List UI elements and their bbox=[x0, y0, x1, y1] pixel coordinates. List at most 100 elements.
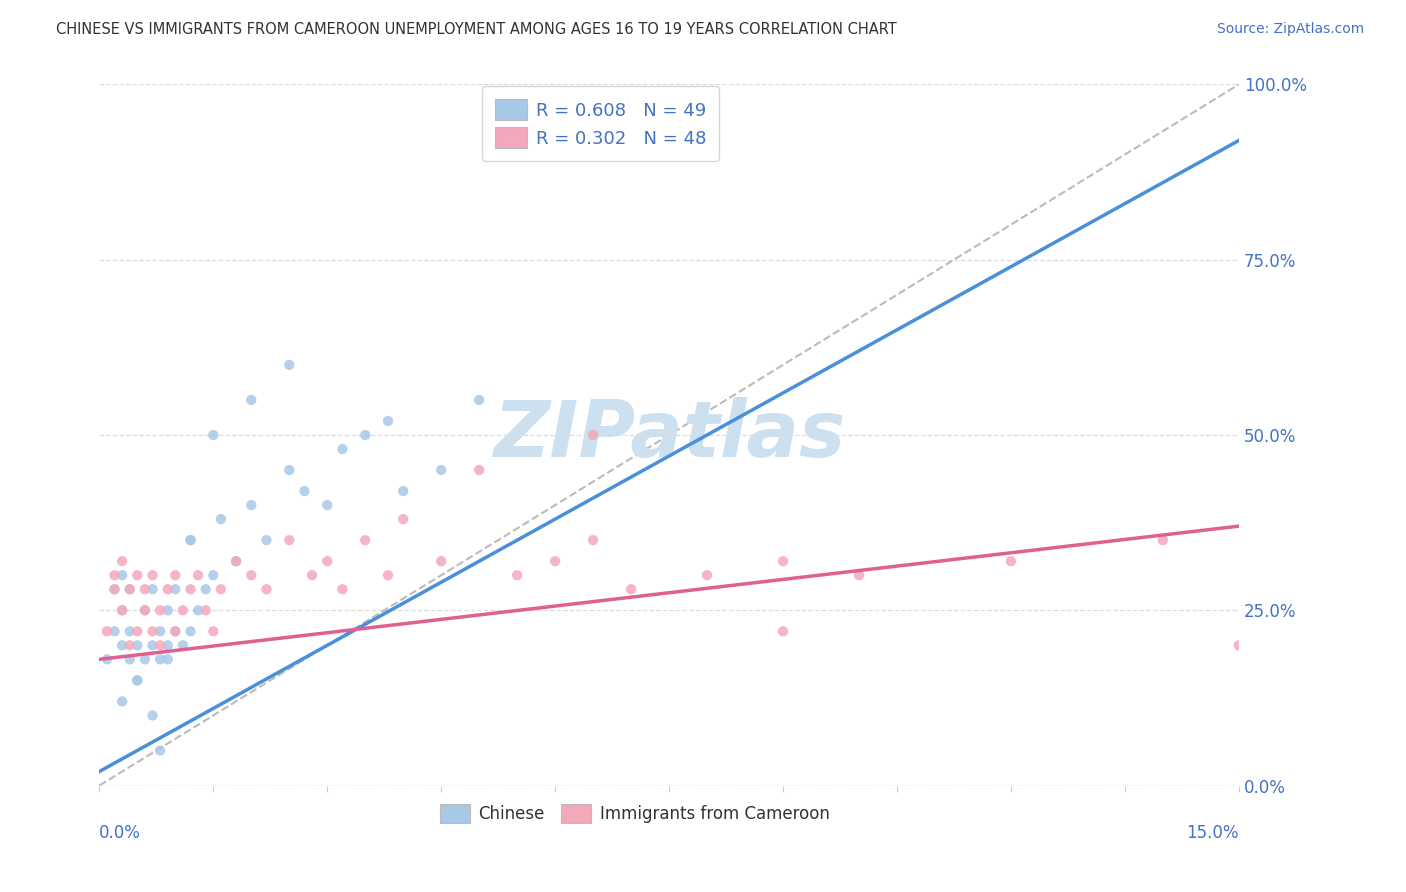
Point bbox=[202, 428, 225, 442]
Point bbox=[301, 568, 323, 582]
Point bbox=[149, 624, 172, 639]
Point bbox=[127, 638, 149, 652]
Point bbox=[187, 568, 209, 582]
Point bbox=[225, 554, 247, 568]
Legend: Chinese, Immigrants from Cameroon: Chinese, Immigrants from Cameroon bbox=[433, 797, 837, 830]
Point bbox=[278, 358, 301, 372]
Point bbox=[165, 582, 187, 597]
Point bbox=[103, 582, 125, 597]
Point bbox=[111, 694, 134, 708]
Point bbox=[240, 568, 263, 582]
Point bbox=[149, 652, 172, 666]
Point bbox=[141, 582, 163, 597]
Point bbox=[165, 624, 187, 639]
Point bbox=[134, 652, 156, 666]
Point bbox=[332, 442, 354, 456]
Point bbox=[278, 463, 301, 477]
Point bbox=[149, 743, 172, 757]
Point bbox=[103, 568, 125, 582]
Point bbox=[506, 568, 529, 582]
Point bbox=[256, 582, 278, 597]
Point bbox=[316, 554, 339, 568]
Point bbox=[111, 638, 134, 652]
Point bbox=[141, 708, 163, 723]
Point bbox=[620, 582, 643, 597]
Point bbox=[180, 533, 202, 548]
Point bbox=[118, 638, 141, 652]
Point bbox=[180, 533, 202, 548]
Point bbox=[354, 533, 377, 548]
Point bbox=[165, 568, 187, 582]
Point bbox=[544, 554, 567, 568]
Point bbox=[332, 582, 354, 597]
Point bbox=[141, 568, 163, 582]
Point bbox=[180, 582, 202, 597]
Point bbox=[377, 568, 399, 582]
Point bbox=[149, 603, 172, 617]
Point bbox=[96, 652, 118, 666]
Point bbox=[430, 554, 453, 568]
Point bbox=[180, 624, 202, 639]
Point bbox=[278, 533, 301, 548]
Text: ZIPatlas: ZIPatlas bbox=[494, 397, 845, 473]
Point bbox=[156, 603, 179, 617]
Point bbox=[430, 463, 453, 477]
Point bbox=[209, 582, 232, 597]
Point bbox=[127, 673, 149, 688]
Point bbox=[127, 624, 149, 639]
Text: Source: ZipAtlas.com: Source: ZipAtlas.com bbox=[1216, 22, 1364, 37]
Point bbox=[468, 463, 491, 477]
Point bbox=[127, 568, 149, 582]
Point bbox=[134, 603, 156, 617]
Point bbox=[392, 512, 415, 526]
Point bbox=[149, 638, 172, 652]
Point bbox=[134, 582, 156, 597]
Point bbox=[111, 603, 134, 617]
Point bbox=[256, 533, 278, 548]
Point bbox=[240, 498, 263, 512]
Text: CHINESE VS IMMIGRANTS FROM CAMEROON UNEMPLOYMENT AMONG AGES 16 TO 19 YEARS CORRE: CHINESE VS IMMIGRANTS FROM CAMEROON UNEM… bbox=[56, 22, 897, 37]
Point bbox=[240, 392, 263, 407]
Point bbox=[127, 673, 149, 688]
Point bbox=[772, 554, 794, 568]
Point bbox=[134, 603, 156, 617]
Point bbox=[111, 603, 134, 617]
Point bbox=[209, 512, 232, 526]
Point bbox=[141, 624, 163, 639]
Point bbox=[118, 582, 141, 597]
Point bbox=[468, 392, 491, 407]
Point bbox=[848, 568, 870, 582]
Point bbox=[141, 638, 163, 652]
Point bbox=[294, 484, 316, 499]
Point bbox=[118, 624, 141, 639]
Point bbox=[202, 568, 225, 582]
Point bbox=[225, 554, 247, 568]
Point bbox=[103, 582, 125, 597]
Point bbox=[156, 652, 179, 666]
Point bbox=[194, 582, 217, 597]
Point bbox=[772, 624, 794, 639]
Point bbox=[118, 582, 141, 597]
Point bbox=[111, 568, 134, 582]
Point bbox=[96, 624, 118, 639]
Point bbox=[111, 554, 134, 568]
Point bbox=[172, 603, 194, 617]
Point bbox=[172, 638, 194, 652]
Point bbox=[377, 414, 399, 428]
Text: 0.0%: 0.0% bbox=[100, 824, 141, 842]
Point bbox=[165, 624, 187, 639]
Point bbox=[696, 568, 718, 582]
Point bbox=[1227, 638, 1250, 652]
Point bbox=[582, 533, 605, 548]
Point bbox=[1152, 533, 1174, 548]
Text: 15.0%: 15.0% bbox=[1187, 824, 1239, 842]
Point bbox=[354, 428, 377, 442]
Point bbox=[582, 428, 605, 442]
Point bbox=[202, 624, 225, 639]
Point bbox=[103, 624, 125, 639]
Point bbox=[187, 603, 209, 617]
Point bbox=[392, 484, 415, 499]
Point bbox=[1000, 554, 1022, 568]
Point bbox=[156, 638, 179, 652]
Point bbox=[194, 603, 217, 617]
